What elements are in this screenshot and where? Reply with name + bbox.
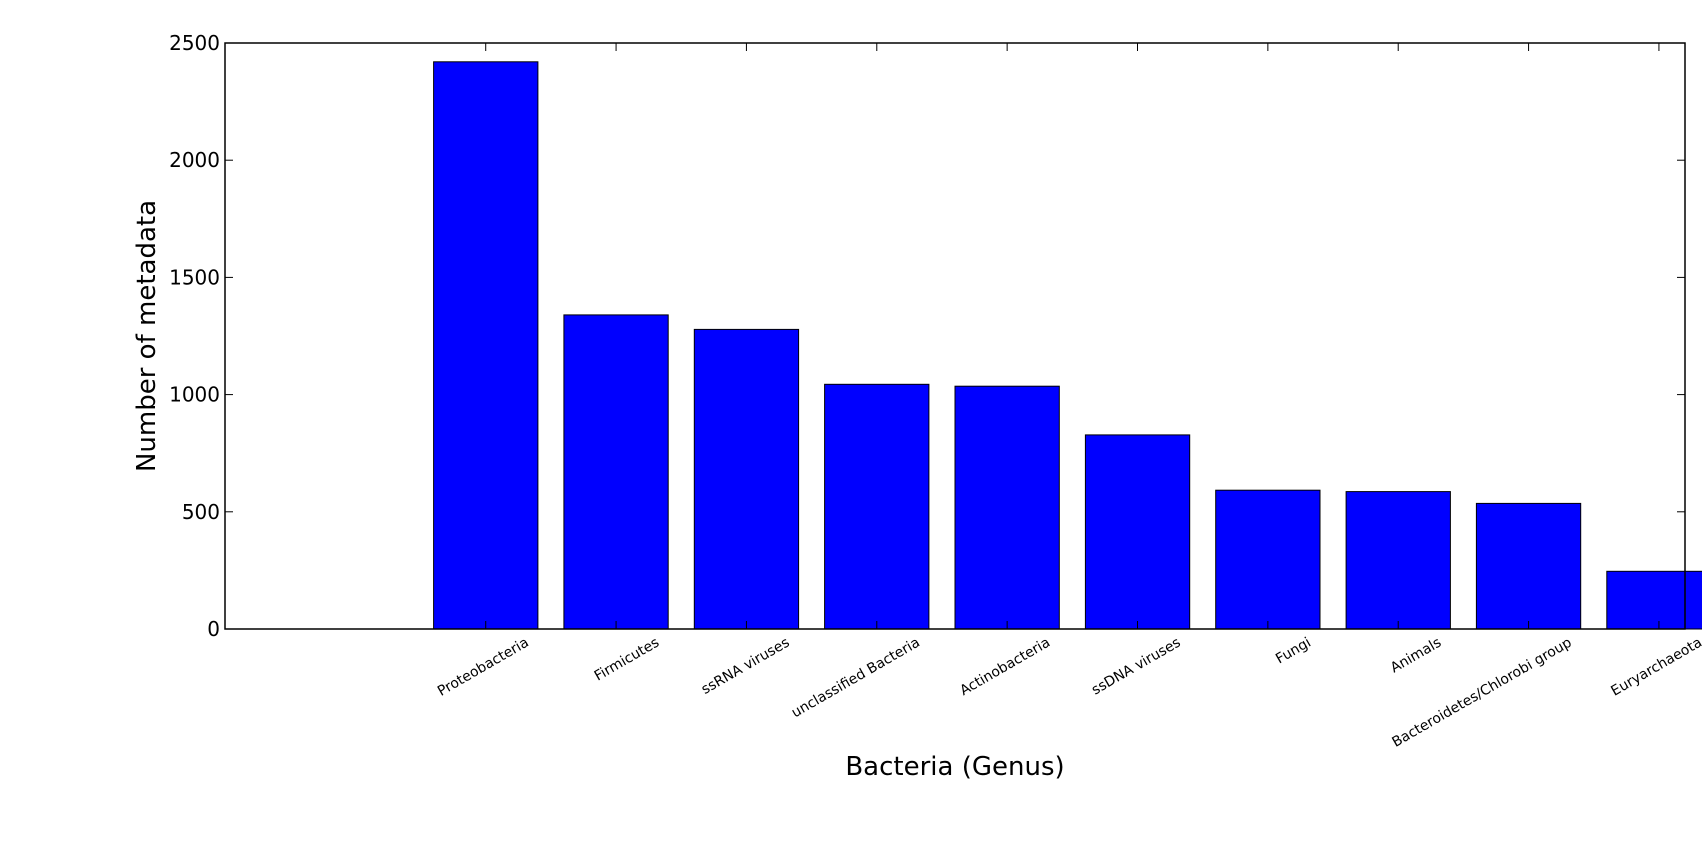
x-tick-label: Animals	[1388, 635, 1444, 677]
x-tick-label: ssDNA viruses	[1089, 635, 1183, 699]
y-tick-label: 1500	[169, 265, 220, 289]
x-tick-label: unclassified Bacteria	[789, 635, 923, 722]
plot-frame	[224, 42, 1686, 630]
bar	[954, 385, 1060, 630]
y-axis: 0 500 1000 1500 2000 2500	[169, 31, 1685, 641]
y-tick-label: 1000	[169, 383, 220, 407]
bar	[1606, 570, 1702, 630]
x-tick-label: Actinobacteria	[957, 635, 1053, 700]
y-tick-label: 2500	[169, 31, 220, 55]
y-tick-label: 2000	[169, 148, 220, 172]
x-tick-label: ssRNA viruses	[699, 635, 793, 698]
x-axis-title: Bacteria (Genus)	[845, 752, 1064, 782]
bars-group	[433, 61, 1702, 630]
bar	[1345, 491, 1451, 630]
bar	[433, 61, 539, 630]
bar	[824, 383, 930, 630]
y-tick-label: 500	[182, 500, 220, 524]
x-tick-label: Proteobacteria	[435, 635, 532, 700]
y-tick-label: 0	[207, 617, 220, 641]
bar	[693, 328, 800, 630]
bar	[1475, 502, 1582, 630]
x-tick-label: Euryarchaeota	[1608, 635, 1702, 700]
bar	[1084, 434, 1191, 630]
bar	[1215, 489, 1321, 630]
y-axis-title: Number of metadata	[132, 200, 162, 472]
bar	[563, 314, 669, 630]
x-tick-label: Fungi	[1273, 635, 1314, 668]
x-tick-label: Firmicutes	[592, 635, 662, 685]
